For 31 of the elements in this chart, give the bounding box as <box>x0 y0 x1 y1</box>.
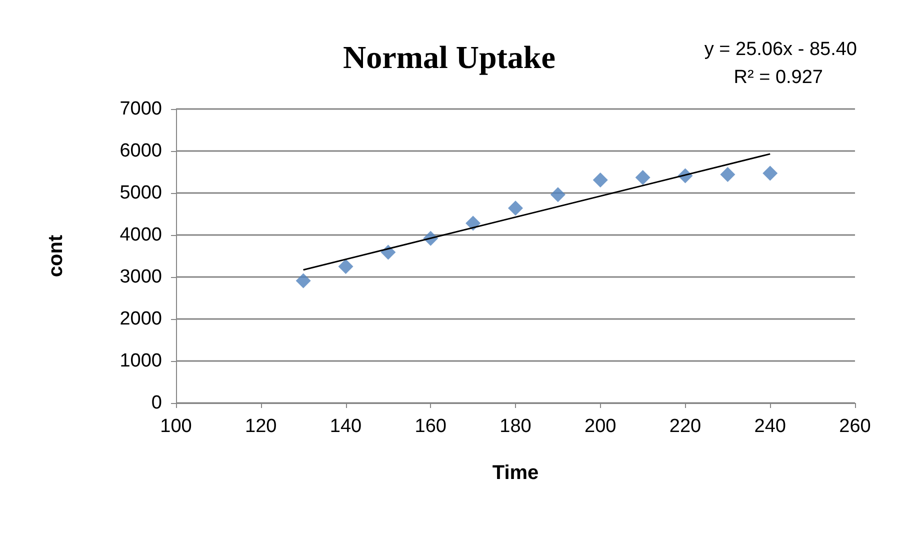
y-tick-label: 0 <box>151 392 162 414</box>
y-tick-label: 7000 <box>120 98 162 120</box>
x-tick-label: 240 <box>754 416 786 437</box>
y-tick-label: 1000 <box>120 350 162 372</box>
x-tick-label: 220 <box>669 416 702 437</box>
point <box>635 170 650 185</box>
x-tick-label: 200 <box>584 416 616 437</box>
point <box>592 172 608 188</box>
x-tick-label: 260 <box>839 416 871 437</box>
x-tick-label: 160 <box>414 416 446 437</box>
x-tick-label: 100 <box>160 416 192 437</box>
point <box>466 216 481 231</box>
chart-title: Normal Uptake <box>343 39 556 75</box>
point <box>762 166 778 181</box>
y-tick-label: 6000 <box>120 140 162 162</box>
x-axis-title: Time <box>492 462 539 484</box>
point <box>508 200 523 216</box>
y-tick-label: 3000 <box>120 266 162 288</box>
text: R² = 0.927 <box>734 67 823 88</box>
x-tick-label: 140 <box>330 416 362 437</box>
y-tick-label: 4000 <box>120 224 162 246</box>
point <box>296 273 311 288</box>
y-axis-title: cont <box>45 234 67 278</box>
text: y = 25.06x - 85.40 <box>704 39 857 60</box>
y-tick-label: 2000 <box>120 308 162 330</box>
point <box>338 259 354 274</box>
y-tick-label: 5000 <box>120 182 162 204</box>
point <box>550 187 566 202</box>
x-tick-label: 180 <box>500 416 532 437</box>
x-tick-label: 120 <box>245 416 277 437</box>
point <box>720 167 736 182</box>
